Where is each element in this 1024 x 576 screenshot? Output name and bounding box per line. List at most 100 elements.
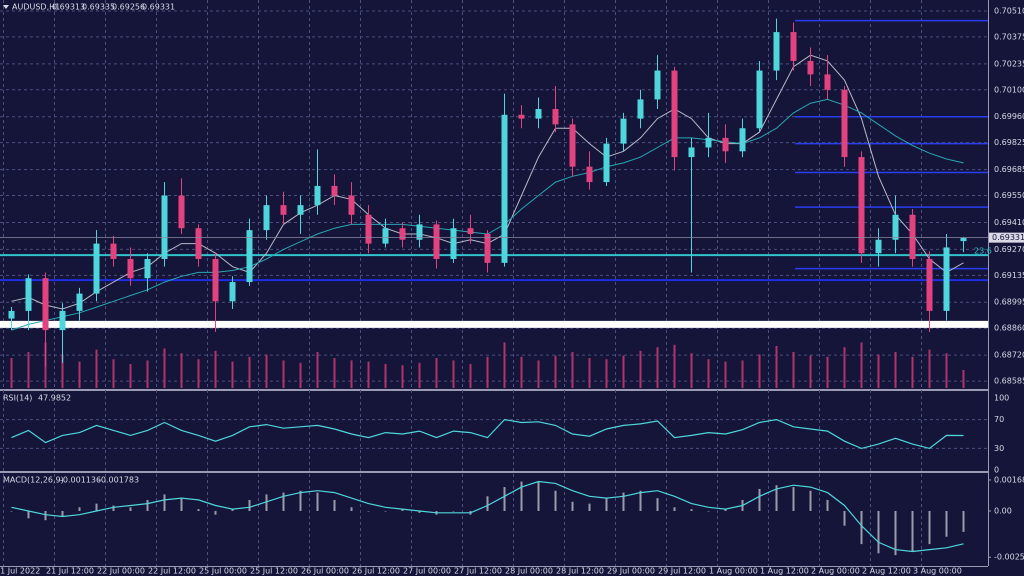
macd-histogram-bar bbox=[486, 496, 489, 511]
volume-bar bbox=[605, 359, 608, 388]
volume-bar bbox=[248, 356, 251, 388]
macd-histogram-bar bbox=[214, 510, 217, 515]
symbol-menu-icon[interactable] bbox=[3, 5, 9, 9]
y-tick-label: 0.70100 bbox=[994, 85, 1024, 94]
volume-bar bbox=[418, 362, 421, 388]
volume-bar bbox=[928, 349, 931, 388]
macd-histogram-bar bbox=[707, 510, 710, 512]
volume-bar bbox=[435, 358, 438, 388]
candle-body bbox=[569, 124, 576, 167]
volume-bar bbox=[112, 359, 115, 388]
x-tick-label: 28 Jul 00:00 bbox=[505, 567, 553, 576]
volume-bar bbox=[673, 344, 676, 388]
macd-histogram-bar bbox=[10, 510, 13, 512]
macd-histogram-bar bbox=[163, 494, 166, 511]
volume-bar bbox=[588, 358, 591, 388]
candle-body bbox=[824, 74, 831, 90]
candle-body bbox=[654, 70, 661, 100]
volume-bar bbox=[826, 356, 829, 388]
fib-label: 23.6 bbox=[974, 247, 992, 256]
macd-histogram-bar bbox=[367, 510, 370, 512]
y-tick-label: -0.002514 bbox=[994, 553, 1024, 562]
macd-histogram-bar bbox=[622, 492, 625, 511]
volume-bar bbox=[639, 350, 642, 388]
x-tick-label: 27 Jul 12:00 bbox=[454, 567, 502, 576]
y-tick-label: 100 bbox=[994, 394, 1009, 403]
candle-body bbox=[467, 228, 474, 234]
macd-histogram-bar bbox=[928, 510, 931, 545]
volume-bar bbox=[350, 360, 353, 388]
macd-histogram-bar bbox=[231, 509, 234, 511]
candle-body bbox=[416, 224, 423, 240]
volume-bar bbox=[537, 360, 540, 388]
current-price-tag bbox=[989, 232, 1024, 243]
macd-histogram-bar bbox=[605, 498, 608, 511]
volume-bar bbox=[316, 352, 319, 388]
macd-histogram-bar bbox=[112, 505, 115, 511]
y-tick-label: 0.69825 bbox=[994, 138, 1024, 147]
y-tick-label: 0.69685 bbox=[994, 165, 1024, 174]
x-tick-label: 25 Jul 00:00 bbox=[199, 567, 247, 576]
x-tick-label: 22 Jul 00:00 bbox=[97, 567, 145, 576]
volume-bar bbox=[945, 353, 948, 388]
volume-bar bbox=[231, 361, 234, 388]
y-tick-label: 0.69270 bbox=[994, 245, 1024, 254]
candle-body bbox=[841, 89, 848, 158]
volume-bar bbox=[486, 356, 489, 388]
candle-body bbox=[297, 205, 304, 215]
macd-histogram-bar bbox=[520, 481, 523, 511]
macd-histogram-bar bbox=[265, 494, 268, 511]
y-tick-label: 0.70375 bbox=[994, 32, 1024, 41]
volume-bar bbox=[180, 353, 183, 388]
indicator-title: RSI(14) bbox=[3, 394, 32, 403]
macd-histogram-bar bbox=[571, 501, 574, 511]
volume-bar bbox=[265, 354, 268, 388]
candle-body bbox=[892, 214, 899, 240]
volume-bar bbox=[571, 352, 574, 388]
volume-bar bbox=[741, 360, 744, 388]
candle-body bbox=[501, 114, 508, 263]
indicator-title: MACD(12,26,9) bbox=[3, 476, 64, 485]
candle-body bbox=[858, 157, 865, 254]
macd-histogram-bar bbox=[537, 481, 540, 511]
volume-bar bbox=[775, 346, 778, 388]
y-tick-label: 70 bbox=[994, 415, 1004, 424]
candle-body bbox=[450, 228, 457, 259]
macd-histogram-bar bbox=[316, 492, 319, 511]
y-tick-label: 0.68995 bbox=[994, 298, 1024, 307]
macd-histogram-bar bbox=[945, 510, 948, 537]
macd-histogram-bar bbox=[894, 510, 897, 556]
symbol-title: AUDUSD,H1 bbox=[12, 3, 60, 12]
macd-histogram-bar bbox=[333, 499, 336, 511]
macd-histogram-bar bbox=[690, 509, 693, 511]
x-tick-label: 2 Aug 00:00 bbox=[811, 567, 860, 576]
current-price-label: 0.69331 bbox=[992, 233, 1024, 242]
candle-body bbox=[671, 70, 678, 158]
ohlc-value: 0.69313 bbox=[52, 3, 85, 12]
volume-bar bbox=[520, 356, 523, 388]
macd-histogram-bar bbox=[809, 490, 812, 511]
candle-body bbox=[161, 195, 168, 259]
volume-bar bbox=[146, 360, 149, 388]
volume-bar bbox=[214, 350, 217, 388]
candle-body bbox=[807, 60, 814, 75]
y-tick-label: 30 bbox=[994, 444, 1004, 453]
volume-bar bbox=[503, 342, 506, 388]
candle-body bbox=[348, 195, 355, 215]
macd-histogram-bar bbox=[384, 510, 387, 512]
candle-body bbox=[246, 230, 253, 283]
macd-histogram-bar bbox=[146, 499, 149, 511]
candle-body bbox=[722, 137, 729, 152]
candle-body bbox=[705, 137, 712, 148]
candle-body bbox=[960, 237, 967, 242]
candle-body bbox=[365, 214, 372, 244]
x-tick-label: 21 Jul 2022 bbox=[0, 567, 40, 576]
x-tick-label: 1 Aug 00:00 bbox=[709, 567, 758, 576]
volume-bar bbox=[843, 347, 846, 388]
y-tick-label: 0 bbox=[994, 466, 999, 475]
candle-body bbox=[178, 195, 185, 229]
y-tick-label: 0.69410 bbox=[994, 218, 1024, 227]
